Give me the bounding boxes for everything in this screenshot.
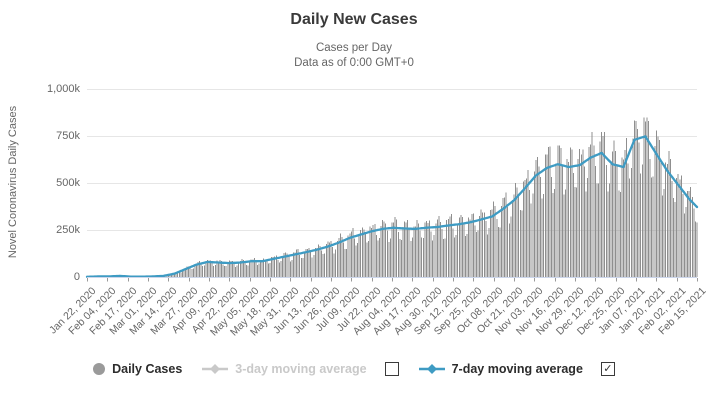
seven-day-average-line: [85, 135, 699, 278]
y-axis-tick-label: 500k: [56, 177, 80, 189]
y-axis-tick-label: 0: [73, 271, 80, 283]
legend-label: 3-day moving average: [235, 362, 367, 376]
daily-cases-bars: [95, 117, 698, 278]
legend-item-3-day-moving-average[interactable]: 3-day moving average: [202, 362, 399, 376]
line-diamond-marker-icon: [418, 364, 445, 374]
y-axis-tick-label: 1,000k: [46, 83, 80, 95]
chart-legend: Daily Cases 3-day moving average 7-day mov…: [0, 357, 708, 381]
chart-subtitle: Cases per Day Data as of 0:00 GMT+0: [0, 41, 708, 71]
chart-subtitle-line1: Cases per Day: [315, 42, 393, 54]
legend-label: 7-day moving average: [451, 362, 583, 376]
y-axis-tick-label: 750k: [56, 130, 80, 142]
legend-item-daily-cases[interactable]: Daily Cases: [93, 362, 182, 376]
x-axis-ticks: [87, 278, 698, 282]
legend-item-7-day-moving-average[interactable]: 7-day moving average ✓: [418, 362, 615, 376]
legend-checkbox-unchecked[interactable]: [384, 362, 399, 376]
daily-cases-marker-icon: [93, 363, 106, 375]
legend-label: Daily Cases: [112, 362, 183, 376]
legend-checkbox-checked[interactable]: ✓: [600, 362, 615, 376]
line-diamond-marker-icon: [202, 364, 229, 374]
y-axis-tick-label: 250k: [56, 224, 80, 236]
chart-subtitle-line2: Data as of 0:00 GMT+0: [294, 57, 414, 69]
chart-title: Daily New Cases: [290, 11, 418, 28]
